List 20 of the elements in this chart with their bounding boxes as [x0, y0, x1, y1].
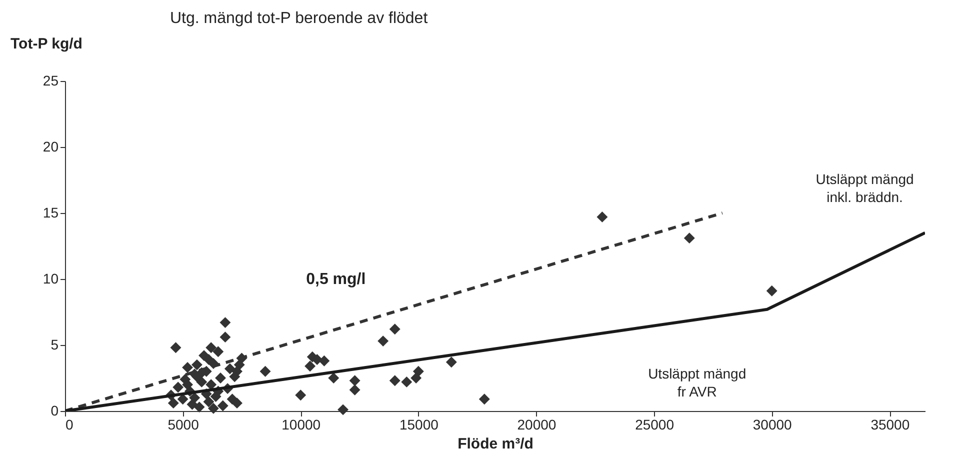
annotation: 0,5 mg/l — [306, 271, 366, 288]
y-tick-label: 15 — [42, 204, 59, 220]
annotation: Utsläppt mängd fr AVR — [648, 366, 746, 400]
y-tick-label: 10 — [42, 270, 59, 286]
x-axis-title: Flöde m³/d — [458, 436, 534, 452]
y-tick-label: 20 — [42, 138, 59, 154]
x-tick-label: 15000 — [399, 416, 439, 432]
annotation: Utsläppt mängd inkl. bräddn. — [816, 171, 914, 205]
x-tick-label: 5000 — [168, 416, 200, 432]
y-tick-label: 0 — [50, 402, 59, 418]
chart-title: Utg. mängd tot-P beroende av flödet — [170, 10, 428, 27]
y-tick-label: 5 — [50, 336, 59, 352]
x-tick-label: 0 — [66, 416, 74, 432]
x-tick-label: 25000 — [635, 416, 674, 432]
y-tick-label: 25 — [42, 72, 59, 88]
x-tick-label: 20000 — [517, 416, 556, 432]
x-tick-label: 10000 — [282, 416, 321, 432]
x-tick-label: 35000 — [870, 416, 910, 432]
x-tick-label: 30000 — [752, 416, 792, 432]
y-axis-title: Tot-P kg/d — [10, 36, 82, 52]
